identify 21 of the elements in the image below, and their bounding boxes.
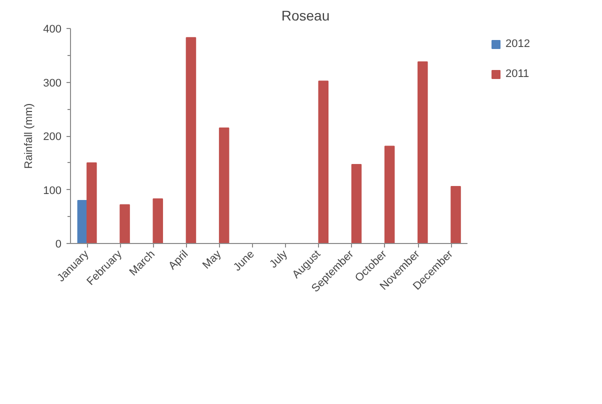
bar — [152, 198, 164, 244]
y-tick-label: 300 — [43, 77, 62, 90]
legend-label: 2011 — [506, 68, 530, 80]
bar — [418, 61, 428, 244]
y-tick-label: 200 — [43, 131, 62, 143]
y-axis-title: Rainfall (mm) — [23, 103, 36, 169]
x-tick-label: May — [200, 248, 224, 272]
y-tick-label: 0 — [55, 238, 62, 250]
bar — [318, 80, 329, 244]
bar — [384, 146, 395, 244]
bar — [86, 162, 97, 244]
bar — [186, 37, 196, 244]
bar — [218, 127, 230, 244]
y-tick-label: 100 — [43, 184, 62, 197]
bar — [450, 186, 461, 244]
y-tick-label: 400 — [43, 24, 62, 36]
bar — [351, 164, 362, 244]
chart-title: Roseau — [281, 8, 330, 24]
x-tick-label: July — [268, 248, 290, 271]
bar — [120, 204, 130, 244]
legend-label: 2012 — [506, 38, 530, 50]
